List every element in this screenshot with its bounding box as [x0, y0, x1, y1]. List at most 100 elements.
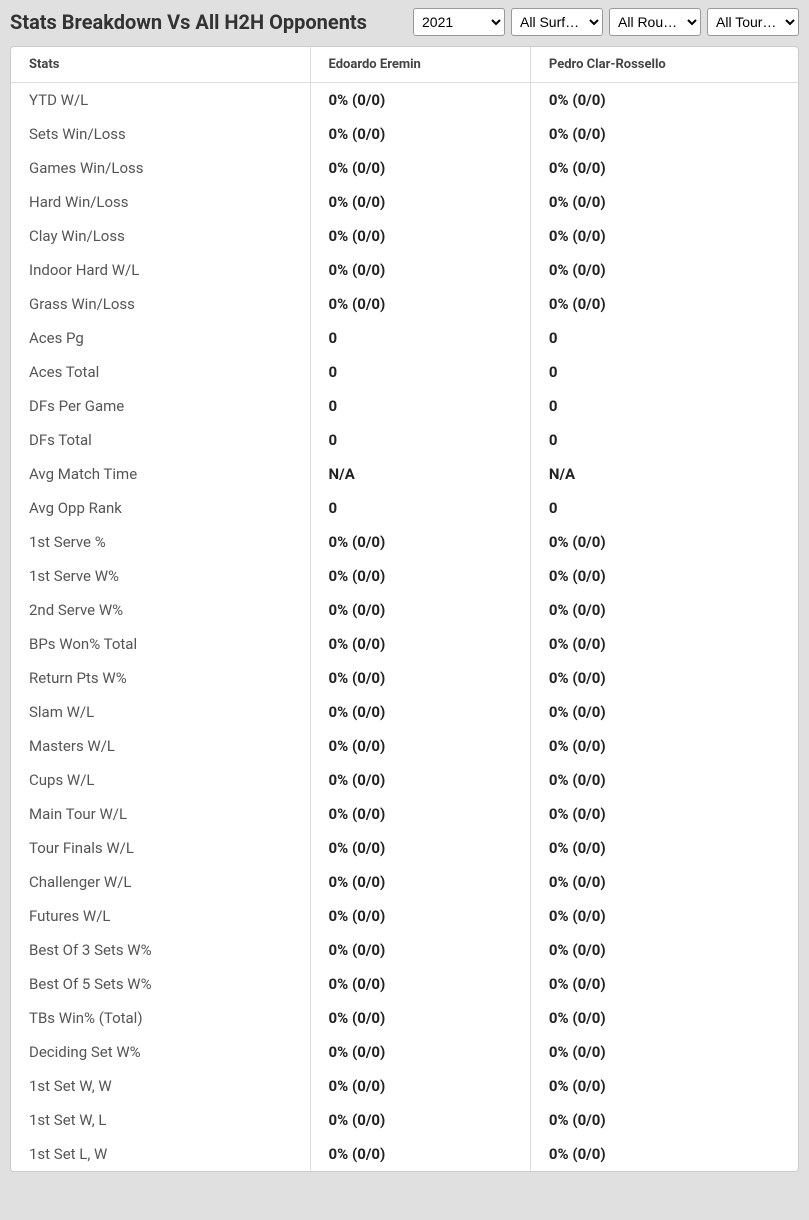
table-row: Best Of 3 Sets W%0% (0/0)0% (0/0) [11, 933, 798, 967]
table-row: Avg Opp Rank00 [11, 491, 798, 525]
player1-value: 0% (0/0) [310, 287, 530, 321]
page-title: Stats Breakdown Vs All H2H Opponents [10, 10, 367, 34]
player2-value: 0% (0/0) [530, 933, 798, 967]
stat-label: Return Pts W% [11, 661, 310, 695]
tournament-select[interactable]: All Tour… [707, 8, 799, 36]
player2-value: 0% (0/0) [530, 797, 798, 831]
stat-label: 1st Set W, W [11, 1069, 310, 1103]
column-header-player1: Edoardo Eremin [310, 47, 530, 83]
player2-value: 0% (0/0) [530, 899, 798, 933]
filter-group: 2021 All Surf… All Rou… All Tour… [413, 8, 799, 36]
player1-value: 0% (0/0) [310, 797, 530, 831]
player2-value: 0% (0/0) [530, 831, 798, 865]
player2-value: 0 [530, 321, 798, 355]
player2-value: 0% (0/0) [530, 253, 798, 287]
table-row: DFs Total00 [11, 423, 798, 457]
player1-value: 0 [310, 389, 530, 423]
table-row: 1st Serve W%0% (0/0)0% (0/0) [11, 559, 798, 593]
stat-label: Deciding Set W% [11, 1035, 310, 1069]
table-row: Hard Win/Loss0% (0/0)0% (0/0) [11, 185, 798, 219]
player1-value: 0% (0/0) [310, 1137, 530, 1171]
table-row: Avg Match TimeN/AN/A [11, 457, 798, 491]
player2-value: 0% (0/0) [530, 219, 798, 253]
table-row: YTD W/L0% (0/0)0% (0/0) [11, 83, 798, 118]
year-select[interactable]: 2021 [413, 8, 505, 36]
table-row: Return Pts W%0% (0/0)0% (0/0) [11, 661, 798, 695]
player1-value: 0 [310, 355, 530, 389]
stat-label: YTD W/L [11, 83, 310, 118]
stat-label: Sets Win/Loss [11, 117, 310, 151]
table-row: Deciding Set W%0% (0/0)0% (0/0) [11, 1035, 798, 1069]
player2-value: 0% (0/0) [530, 763, 798, 797]
table-row: Aces Pg00 [11, 321, 798, 355]
stat-label: Avg Opp Rank [11, 491, 310, 525]
table-header-row: Stats Edoardo Eremin Pedro Clar-Rossello [11, 47, 798, 83]
stat-label: Best Of 5 Sets W% [11, 967, 310, 1001]
stat-label: Best Of 3 Sets W% [11, 933, 310, 967]
player2-value: 0 [530, 423, 798, 457]
stat-label: 1st Set L, W [11, 1137, 310, 1171]
stat-label: Games Win/Loss [11, 151, 310, 185]
player1-value: 0% (0/0) [310, 695, 530, 729]
player1-value: 0% (0/0) [310, 899, 530, 933]
player2-value: 0% (0/0) [530, 865, 798, 899]
player1-value: 0% (0/0) [310, 1035, 530, 1069]
player2-value: 0 [530, 491, 798, 525]
player1-value: 0% (0/0) [310, 117, 530, 151]
table-row: Sets Win/Loss0% (0/0)0% (0/0) [11, 117, 798, 151]
player2-value: 0% (0/0) [530, 1137, 798, 1171]
stat-label: BPs Won% Total [11, 627, 310, 661]
stat-label: Tour Finals W/L [11, 831, 310, 865]
table-row: Aces Total00 [11, 355, 798, 389]
player1-value: 0 [310, 423, 530, 457]
player2-value: 0% (0/0) [530, 627, 798, 661]
table-row: Main Tour W/L0% (0/0)0% (0/0) [11, 797, 798, 831]
player1-value: 0 [310, 321, 530, 355]
player2-value: 0% (0/0) [530, 729, 798, 763]
player2-value: 0 [530, 389, 798, 423]
stats-table: Stats Edoardo Eremin Pedro Clar-Rossello… [11, 47, 798, 1171]
player1-value: 0% (0/0) [310, 593, 530, 627]
table-row: Masters W/L0% (0/0)0% (0/0) [11, 729, 798, 763]
stat-label: Aces Total [11, 355, 310, 389]
table-row: Grass Win/Loss0% (0/0)0% (0/0) [11, 287, 798, 321]
stat-label: Challenger W/L [11, 865, 310, 899]
stat-label: DFs Total [11, 423, 310, 457]
table-row: Cups W/L0% (0/0)0% (0/0) [11, 763, 798, 797]
player2-value: 0% (0/0) [530, 661, 798, 695]
table-row: BPs Won% Total0% (0/0)0% (0/0) [11, 627, 798, 661]
player2-value: 0% (0/0) [530, 287, 798, 321]
stats-table-container: Stats Edoardo Eremin Pedro Clar-Rossello… [10, 46, 799, 1172]
player2-value: 0% (0/0) [530, 967, 798, 1001]
table-row: Tour Finals W/L0% (0/0)0% (0/0) [11, 831, 798, 865]
table-row: Challenger W/L0% (0/0)0% (0/0) [11, 865, 798, 899]
round-select[interactable]: All Rou… [609, 8, 701, 36]
player1-value: 0% (0/0) [310, 559, 530, 593]
table-row: 1st Set W, W0% (0/0)0% (0/0) [11, 1069, 798, 1103]
table-row: Indoor Hard W/L0% (0/0)0% (0/0) [11, 253, 798, 287]
stat-label: Hard Win/Loss [11, 185, 310, 219]
player1-value: 0% (0/0) [310, 729, 530, 763]
table-row: 1st Set W, L0% (0/0)0% (0/0) [11, 1103, 798, 1137]
player1-value: 0% (0/0) [310, 865, 530, 899]
player1-value: 0% (0/0) [310, 763, 530, 797]
stat-label: Avg Match Time [11, 457, 310, 491]
player2-value: 0% (0/0) [530, 185, 798, 219]
player2-value: 0% (0/0) [530, 1001, 798, 1035]
player1-value: 0% (0/0) [310, 185, 530, 219]
player2-value: 0% (0/0) [530, 695, 798, 729]
stats-tbody: YTD W/L0% (0/0)0% (0/0)Sets Win/Loss0% (… [11, 83, 798, 1172]
header-bar: Stats Breakdown Vs All H2H Opponents 202… [0, 0, 809, 44]
player2-value: 0% (0/0) [530, 525, 798, 559]
player1-value: 0% (0/0) [310, 1001, 530, 1035]
stat-label: Grass Win/Loss [11, 287, 310, 321]
player1-value: 0% (0/0) [310, 219, 530, 253]
stat-label: 2nd Serve W% [11, 593, 310, 627]
stat-label: Futures W/L [11, 899, 310, 933]
surface-select[interactable]: All Surf… [511, 8, 603, 36]
table-row: Slam W/L0% (0/0)0% (0/0) [11, 695, 798, 729]
stat-label: Main Tour W/L [11, 797, 310, 831]
stat-label: 1st Set W, L [11, 1103, 310, 1137]
stat-label: Clay Win/Loss [11, 219, 310, 253]
stat-label: 1st Serve W% [11, 559, 310, 593]
